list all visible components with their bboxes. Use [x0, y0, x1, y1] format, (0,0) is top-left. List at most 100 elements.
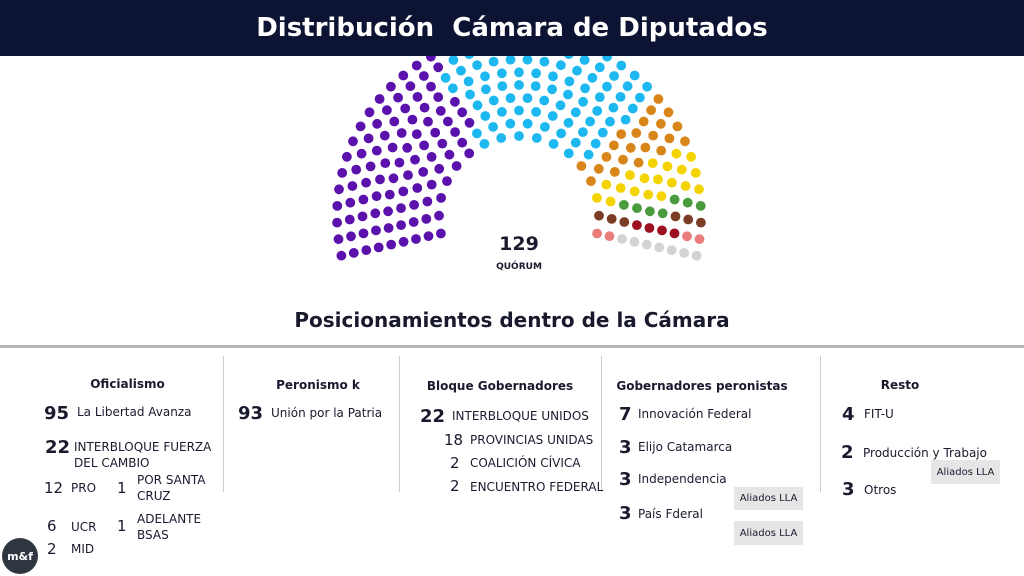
seat-dot — [671, 148, 682, 159]
resto-item-value: 2 — [841, 442, 854, 463]
seat-dot — [548, 71, 558, 82]
seat-dot — [456, 65, 466, 76]
seat-dot — [505, 56, 516, 65]
seat-dot — [514, 131, 524, 141]
seat-dot — [481, 84, 491, 95]
seat-dot — [371, 191, 382, 202]
peronismo-main-value: 93 — [238, 403, 264, 424]
seat-dot — [563, 89, 573, 100]
seat-dot — [388, 173, 399, 184]
seat-dot — [531, 107, 541, 117]
seat-dot — [563, 148, 574, 159]
seat-dot — [347, 181, 358, 191]
seat-dot — [346, 231, 356, 242]
seat-dot — [435, 106, 446, 116]
santa-cruz-label-1: POR SANTA — [137, 473, 206, 487]
section-title: Posicionamientos dentro de la Cámara — [294, 308, 730, 332]
resto-item-value: 3 — [842, 479, 855, 500]
seat-dot — [444, 149, 455, 160]
seat-dot — [472, 100, 483, 111]
seat-dot — [472, 60, 482, 71]
aliados-badge: Aliados LLA — [734, 487, 803, 510]
seat-dot — [586, 176, 596, 186]
seat-dot — [370, 208, 381, 219]
seat-dot — [345, 197, 356, 208]
seat-dot — [356, 148, 367, 159]
seat-dot — [505, 93, 516, 103]
seat-dot — [563, 117, 574, 128]
seat-dot — [410, 154, 420, 165]
seat-dot — [496, 133, 507, 143]
seat-dot — [629, 186, 640, 197]
gob-peronistas-item-label: Innovación Federal — [638, 407, 752, 421]
seat-dot — [669, 228, 680, 239]
seat-dot — [358, 228, 369, 239]
seat-dot — [653, 94, 664, 104]
seat-dot — [601, 152, 612, 162]
seat-dot — [437, 138, 448, 149]
seat-dot — [433, 92, 444, 102]
seat-dot — [583, 149, 594, 160]
seat-dot — [396, 203, 406, 214]
seat-dot — [548, 139, 559, 149]
gob-peronistas-item-label: País Fderal — [638, 507, 703, 521]
seat-dot — [408, 217, 419, 227]
seat-dot — [564, 76, 575, 87]
seat-dot — [683, 214, 694, 225]
seat-dot — [647, 158, 658, 168]
seat-dot — [680, 181, 691, 191]
gobernadores-item-value: 18 — [444, 431, 464, 449]
seat-dot — [386, 81, 396, 92]
seat-dot — [375, 174, 385, 185]
seat-dot — [450, 127, 460, 137]
seat-dot — [400, 103, 411, 114]
seat-dot — [505, 118, 516, 129]
seat-dot — [556, 60, 566, 71]
seat-dot — [641, 239, 652, 250]
seat-dot — [488, 95, 499, 106]
seat-dot — [587, 72, 598, 83]
seat-dot — [666, 245, 677, 256]
seat-dot — [640, 142, 651, 153]
seat-dot — [336, 250, 347, 261]
seat-dot — [648, 130, 659, 141]
seat-dot — [332, 217, 342, 228]
seat-dot — [337, 168, 348, 178]
seat-dot — [664, 133, 675, 144]
seat-dot — [594, 210, 604, 221]
seat-dot — [539, 56, 550, 67]
seat-dot — [601, 179, 612, 190]
seat-dot — [448, 56, 459, 65]
gobernadores-item-label: ENCUENTRO FEDERAL — [470, 480, 604, 494]
seat-dot — [480, 71, 490, 82]
seat-dot — [663, 107, 674, 118]
seat-dot — [632, 220, 642, 231]
seat-dot — [333, 234, 344, 245]
seat-dot — [472, 128, 482, 139]
seat-dot — [411, 129, 422, 139]
seat-dot — [564, 56, 574, 60]
seat-dot — [592, 106, 603, 116]
seat-dot — [371, 145, 382, 156]
seat-dot — [361, 245, 372, 256]
seat-dot — [426, 179, 437, 190]
seat-dot — [618, 154, 628, 165]
seat-dot — [522, 56, 533, 65]
santa-cruz-value: 1 — [117, 479, 127, 497]
seat-dot — [384, 189, 395, 200]
seat-dot — [372, 118, 382, 129]
seat-dot — [373, 242, 384, 253]
pro-value: 12 — [44, 479, 64, 497]
hemicycle-chart — [332, 56, 706, 261]
gob-peronistas-item-label: Independencia — [638, 472, 727, 486]
column-title-oficialismo: Oficialismo — [90, 377, 165, 391]
column-title-gob-peronistas: Gobernadores peronistas — [616, 379, 788, 393]
seat-dot — [419, 102, 430, 113]
seat-dot — [540, 122, 550, 132]
seat-dot — [389, 116, 400, 127]
santa-cruz-label-2: CRUZ — [137, 489, 171, 503]
seat-dot — [418, 167, 429, 177]
seat-dot — [657, 225, 667, 236]
seat-dot — [639, 173, 650, 184]
quorum-value: 129 — [499, 233, 539, 255]
